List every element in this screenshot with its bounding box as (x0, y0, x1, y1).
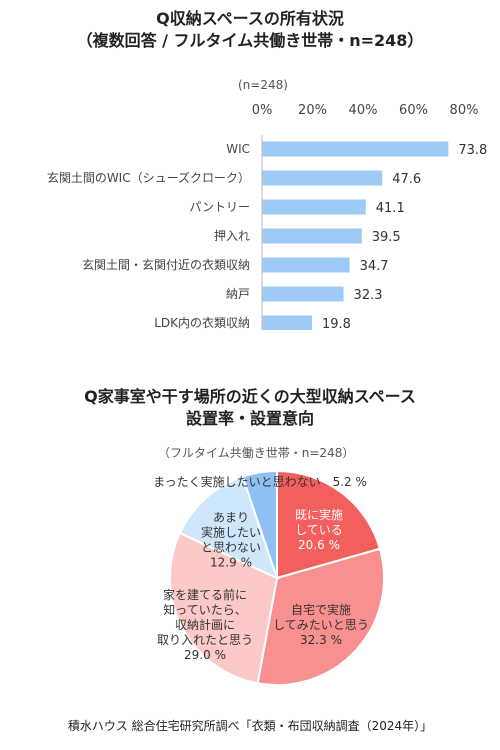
x-tick-label: 0% (252, 103, 273, 118)
pie-chart-title-line1: Q家事室や干す場所の近くの大型収納スペース (84, 387, 416, 406)
category-label: LDK内の衣類収納 (154, 315, 250, 330)
bar-chart: 0% 20% 40% 60% 80% WIC 73.8 玄関土間のWIC（シューズクローク） 4… (47, 103, 487, 330)
bar-chart-title-line1: Q収納スペースの所有状況 (156, 9, 344, 28)
pie-slice-label: と思わない (201, 541, 261, 555)
value-label: 19.8 (322, 317, 351, 330)
pie-slice-label: 知っていたら、 (163, 603, 246, 617)
pie-slice-label: 29.0 % (184, 648, 226, 662)
bar (262, 315, 312, 330)
value-label: 73.8 (458, 143, 487, 158)
value-label: 32.3 (354, 288, 383, 303)
category-label: 玄関土間・玄関付近の衣類収納 (82, 257, 250, 272)
category-label: 納戸 (226, 287, 250, 301)
bar (262, 257, 350, 273)
pie-slice (169, 531, 279, 685)
bar (262, 170, 383, 186)
pie-slice-label: 収納計画に (175, 617, 235, 632)
x-tick-label: 20% (298, 103, 327, 118)
pie-slice-label: まったく実施したいと思わない 5.2 % (153, 474, 367, 489)
bar (262, 286, 344, 302)
bar (262, 228, 362, 244)
pie-slice-label: 取り入れたと思う (157, 633, 253, 647)
pie-slice (256, 547, 385, 686)
source-note: 積水ハウス 総合住宅研究所調べ「衣類・布団収納調査（2024年）」 (67, 719, 433, 733)
pie-slice-label: している (295, 523, 343, 537)
value-label: 34.7 (360, 259, 389, 274)
pie-slice-label: あまり (213, 511, 249, 525)
pie-slice-label: 自宅で実施 (291, 602, 351, 617)
value-label: 47.6 (392, 172, 421, 187)
value-label: 39.5 (372, 230, 401, 245)
pie-chart-title-line2: 設置率・設置意向 (185, 409, 314, 428)
pie-slice (241, 469, 278, 579)
pie-slice (276, 469, 382, 580)
pie-chart-title: Q家事室や干す場所の近くの大型収納スペース 設置率・設置意向 (0, 386, 500, 430)
pie-slice-label: 既に実施 (295, 507, 343, 522)
x-tick-label: 80% (450, 103, 479, 118)
bar (262, 141, 449, 157)
bar-chart-n-note: (n=248) (238, 78, 288, 92)
bar-chart-title: Q収納スペースの所有状況 （複数回答 / フルタイム共働き世帯・n=248） (0, 8, 500, 52)
category-label: WIC (226, 142, 250, 156)
value-label: 41.1 (376, 201, 405, 216)
bar (262, 199, 366, 215)
pie-slice-label: 32.3 % (300, 633, 342, 647)
pie-slice-label: してみたいと思う (273, 618, 369, 632)
pie-slice-label: 20.6 % (298, 538, 340, 552)
pie-slice-label: 実施したい (201, 525, 261, 540)
category-label: 押入れ (214, 229, 250, 243)
bar-chart-title-line2: （複数回答 / フルタイム共働き世帯・n=248） (76, 31, 424, 50)
category-label: パントリー (189, 200, 250, 214)
category-label: 玄関土間のWIC（シューズクローク） (47, 170, 250, 185)
x-tick-label: 60% (399, 103, 428, 118)
pie-slice-label: 家を建てる前に (163, 587, 247, 602)
pie-slice-label: 12.9 % (210, 556, 252, 570)
x-tick-label: 40% (349, 103, 378, 118)
pie-slice (178, 475, 279, 580)
pie-chart-n-note: （フルタイム共働き世帯・n=248） (158, 446, 355, 460)
